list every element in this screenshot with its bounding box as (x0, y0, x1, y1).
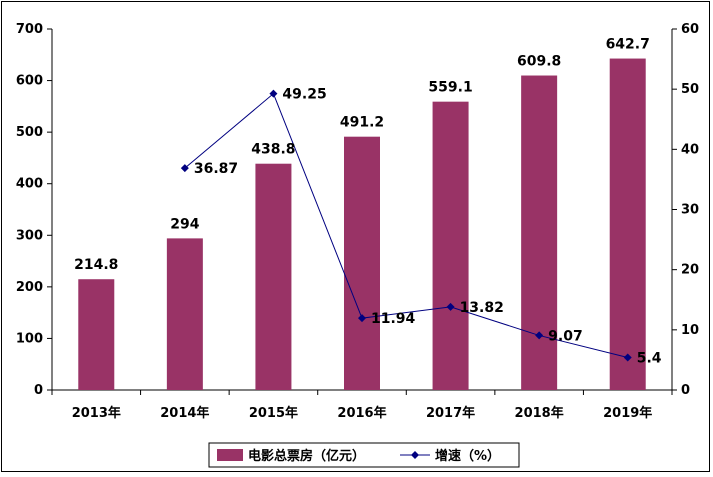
x-tick-label: 2019年 (603, 405, 652, 421)
growth-line (184, 92, 628, 358)
left-tick-label: 700 (16, 22, 43, 37)
growth-point (358, 314, 366, 323)
growth-value-label: 36.87 (194, 161, 238, 177)
bar-value-label: 559.1 (428, 80, 472, 96)
bar-value-label: 609.8 (517, 54, 561, 70)
left-tick-label: 600 (16, 74, 43, 89)
left-tick-label: 400 (16, 177, 43, 192)
bar (78, 279, 115, 390)
data-labels: 214.8 294 438.8 491.2 559.1 609.8 642.7 36.87 49… (74, 37, 662, 367)
x-tick-label: 2015年 (249, 405, 298, 421)
right-tick-label: 20 (681, 263, 699, 278)
growth-value-label: 49.25 (282, 87, 326, 103)
x-tick-label: 2016年 (337, 405, 386, 421)
growth-point (446, 302, 455, 311)
left-tick-label: 200 (16, 280, 43, 295)
bar-value-label: 214.8 (74, 257, 118, 273)
legend-line-label: 增速（%） (435, 448, 500, 464)
bar (344, 136, 380, 390)
left-tick-label: 500 (16, 125, 43, 140)
bar (432, 101, 469, 390)
legend-line-marker (411, 451, 419, 459)
right-tick-label: 30 (681, 203, 699, 218)
growth-point (269, 89, 278, 98)
growth-value-label: 9.07 (548, 328, 583, 344)
x-tick-label: 2014年 (160, 405, 209, 421)
growth-value-label: 13.82 (460, 300, 504, 316)
x-tick-label: 2013年 (72, 405, 121, 421)
left-tick-label: 100 (16, 331, 43, 346)
line-series (180, 89, 632, 362)
bar-value-label: 438.8 (251, 142, 295, 158)
left-tick-label: 300 (16, 228, 43, 243)
axes: 0 100 200 300 400 500 600 700 0 10 20 30 40 50 60 2013年… (16, 22, 699, 421)
bar (609, 58, 646, 391)
x-tick-label: 2018年 (515, 405, 564, 421)
growth-value-label: 5.4 (637, 351, 662, 367)
right-tick-label: 50 (681, 82, 699, 97)
bar (255, 163, 292, 390)
right-tick-label: 60 (681, 22, 699, 37)
bar (166, 238, 203, 390)
growth-point (180, 164, 189, 173)
right-tick-label: 40 (681, 142, 699, 157)
growth-point (535, 331, 544, 340)
x-tick-label: 2017年 (426, 405, 475, 421)
bar-value-label: 491.2 (340, 115, 384, 131)
growth-value-label: 11.94 (371, 311, 416, 327)
legend-bar-label: 电影总票房（亿元） (248, 448, 365, 464)
legend-box (208, 442, 520, 468)
legend-bar-swatch (217, 449, 243, 461)
left-tick-label: 0 (34, 383, 43, 398)
bar-value-label: 642.7 (606, 37, 650, 53)
legend: 电影总票房（亿元） 增速（%） (208, 442, 520, 468)
bar-value-label: 294 (170, 216, 199, 232)
right-tick-label: 0 (681, 383, 690, 398)
right-tick-label: 10 (681, 323, 699, 338)
growth-point (623, 353, 632, 362)
